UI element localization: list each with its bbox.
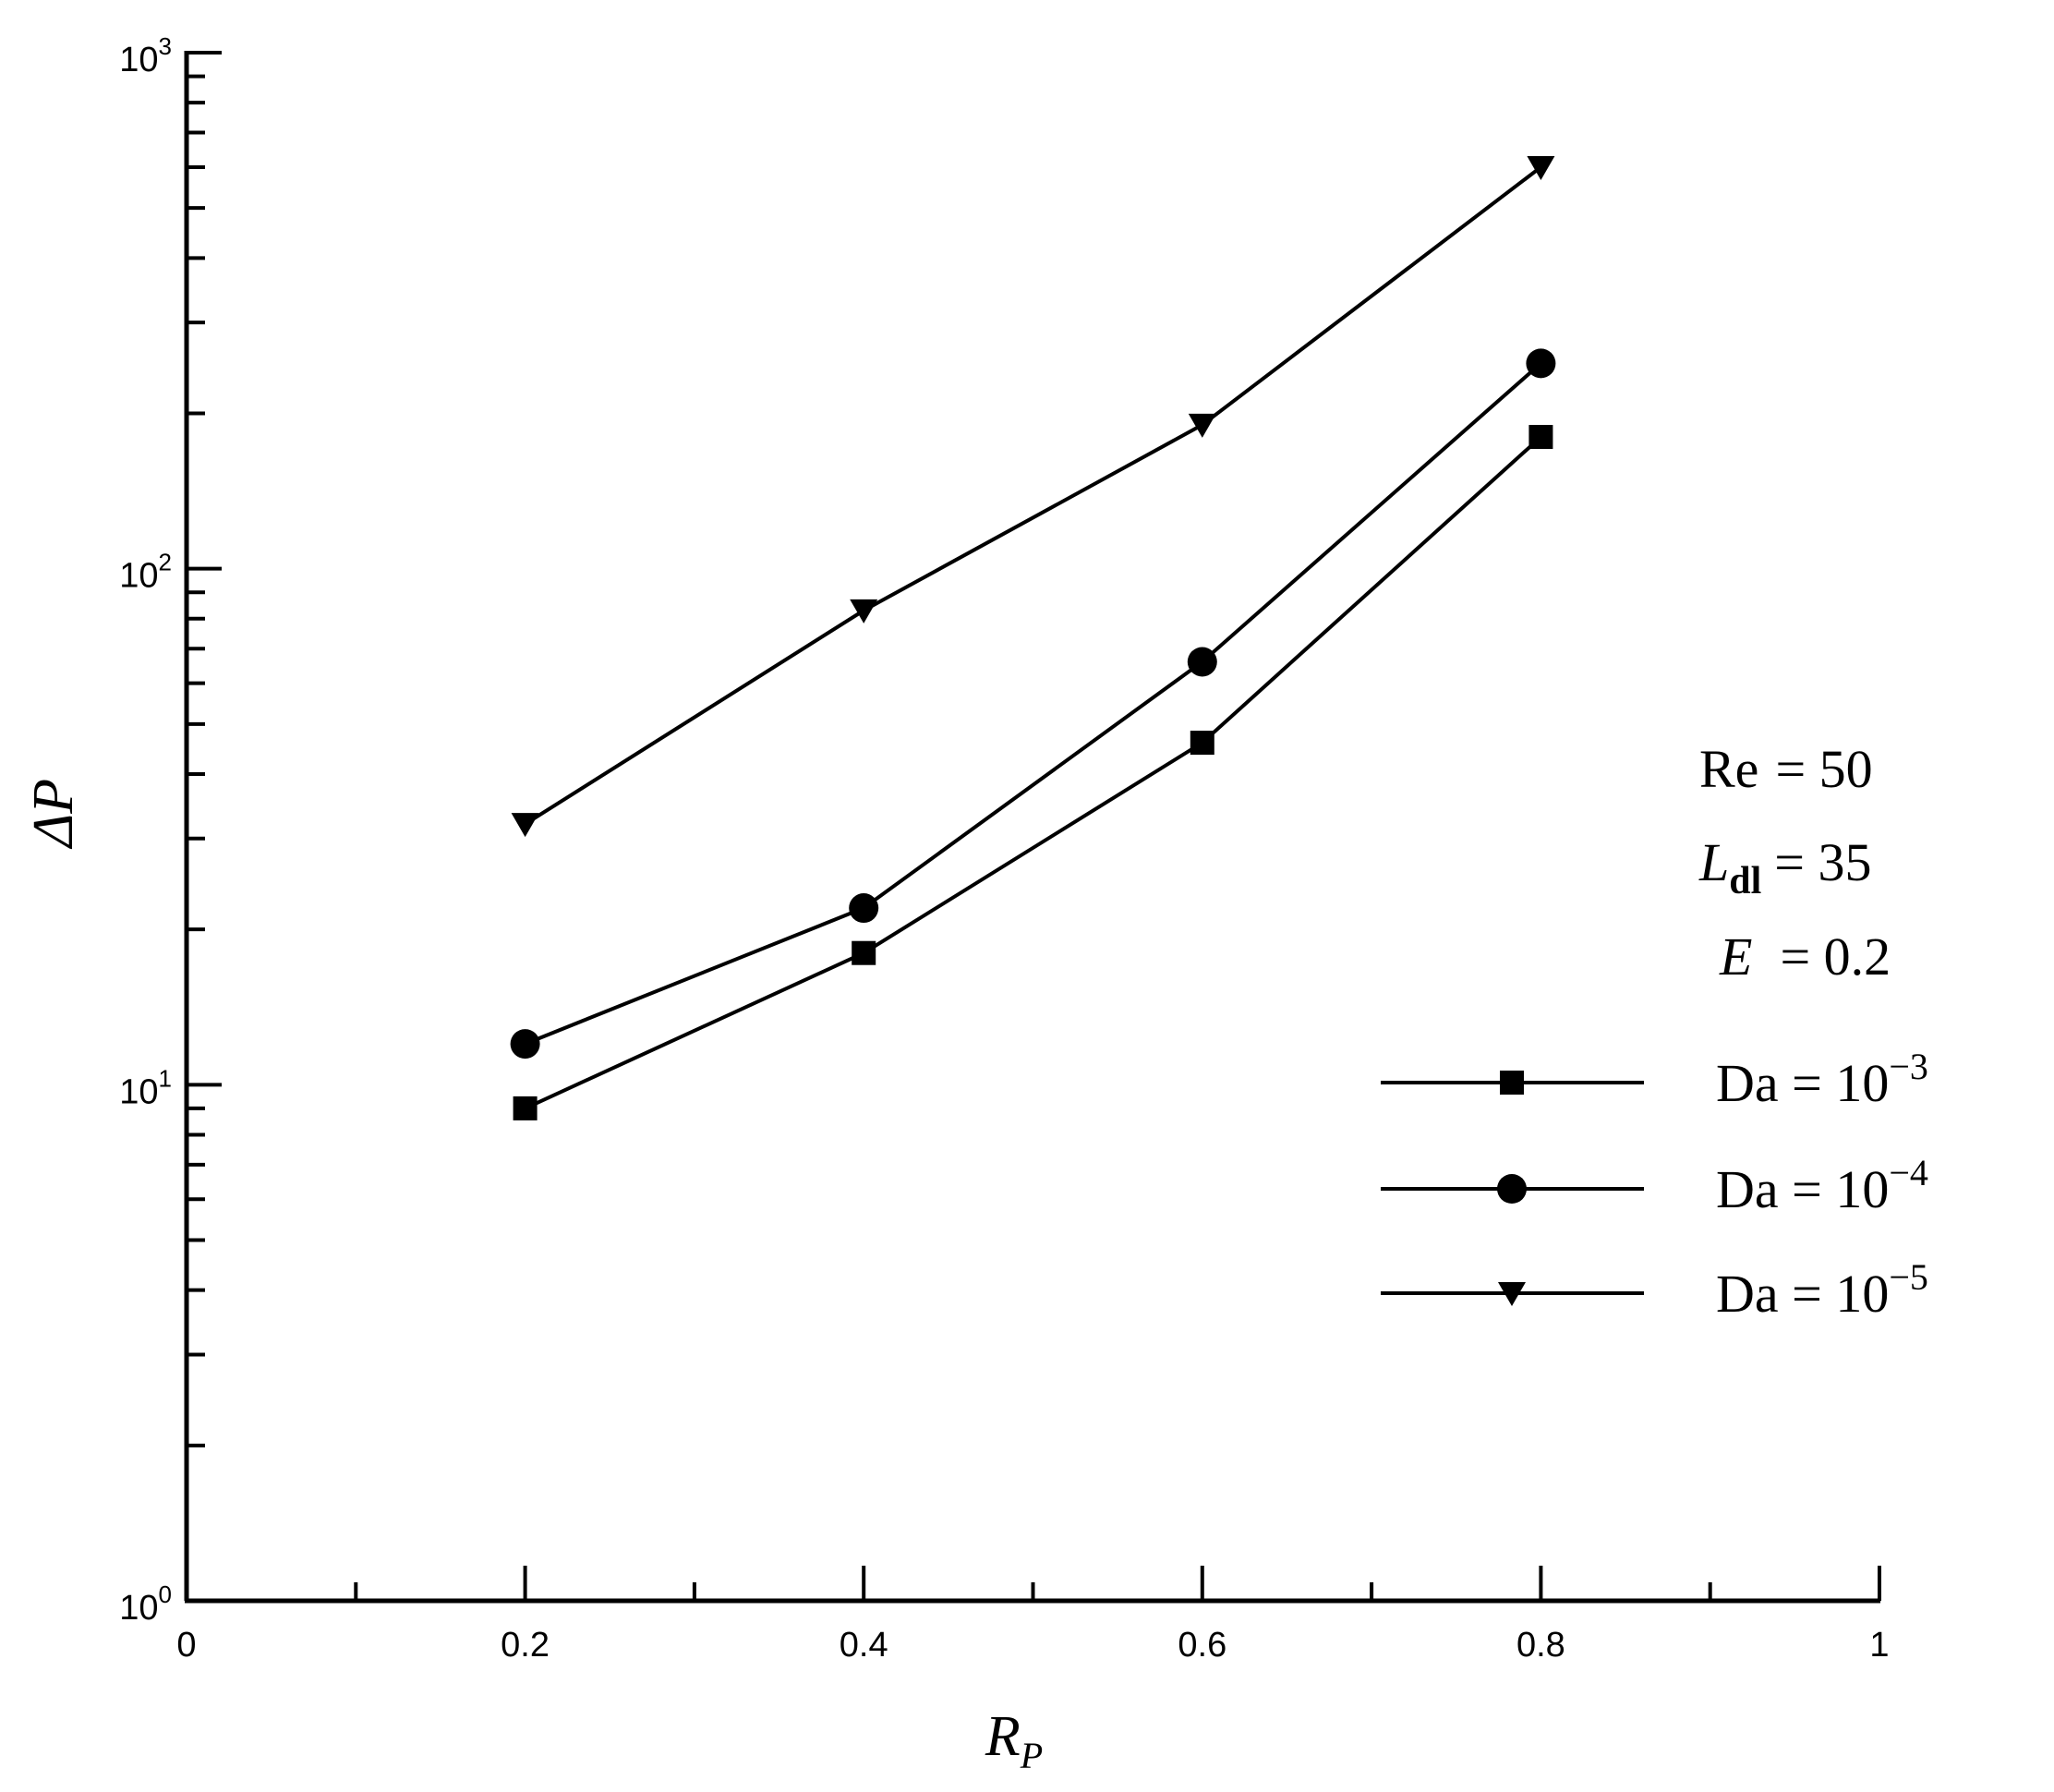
- x-tick-label: 0.4: [840, 1626, 888, 1665]
- data-point: [1188, 413, 1216, 438]
- data-point: [1527, 155, 1555, 180]
- x-tick-label: 1: [1869, 1626, 1889, 1665]
- y-tick-exponent: 3: [159, 32, 172, 60]
- legend-label-exponent: −4: [1889, 1152, 1928, 1193]
- data-point: [513, 1096, 538, 1120]
- annotation-e: E = 0.2: [1719, 926, 1891, 987]
- legend-label: Da = 10−5: [1716, 1256, 1928, 1324]
- series-line: [524, 361, 1542, 1046]
- y-tick-base: 10: [119, 41, 158, 79]
- legend-label: Da = 10−3: [1716, 1046, 1928, 1113]
- annotation-ldl: Ldl = 35: [1698, 832, 1872, 902]
- x-tick-label: 0.6: [1178, 1626, 1226, 1665]
- annotation-e-value: = 0.2: [1780, 926, 1891, 987]
- data-point: [1187, 647, 1217, 677]
- data-point: [1528, 425, 1553, 450]
- annotation-ldl-value: = 35: [1774, 832, 1871, 892]
- data-point: [1190, 731, 1214, 756]
- legend-label: Da = 10−4: [1716, 1152, 1928, 1219]
- legend-label-text: Da = 10: [1716, 1264, 1889, 1324]
- series-line: [524, 165, 1542, 826]
- y-tick-exponent: 0: [159, 1580, 172, 1608]
- y-axis-title: ΔP: [22, 779, 85, 850]
- legend: Da = 10−3Da = 10−4Da = 10−5: [1381, 1046, 1928, 1324]
- y-tick-exponent: 1: [159, 1064, 172, 1092]
- x-axis-title: RP: [985, 1705, 1043, 1776]
- annotation-ldl-sub: dl: [1729, 860, 1761, 902]
- legend-item: Da = 10−4: [1381, 1152, 1928, 1219]
- annotations: Re = 50 Ldl = 35 E = 0.2: [1698, 739, 1891, 987]
- legend-marker: [1498, 1282, 1526, 1306]
- series-layer: [510, 155, 1556, 1120]
- legend-marker: [1497, 1174, 1527, 1204]
- data-point: [852, 940, 876, 965]
- y-tick-base: 10: [119, 1589, 158, 1628]
- x-tick-label: 0.2: [501, 1626, 550, 1665]
- annotation-ldl-label: L: [1698, 832, 1729, 892]
- data-point: [1526, 348, 1556, 379]
- series-circle: [510, 348, 1556, 1059]
- y-tick-label: 101: [119, 1064, 172, 1111]
- axes: [184, 51, 1880, 1604]
- series-line: [524, 435, 1542, 1110]
- legend-label-text: Da = 10: [1716, 1159, 1889, 1219]
- legend-item: Da = 10−5: [1381, 1256, 1928, 1324]
- y-tick-exponent: 2: [159, 549, 172, 576]
- x-ticks: 0 0.2 0.4 0.6 0.8 1: [176, 1566, 1890, 1665]
- legend-marker: [1500, 1071, 1524, 1095]
- x-tick-label: 0: [176, 1626, 196, 1665]
- annotation-re-value: = 50: [1775, 739, 1872, 799]
- data-point: [849, 893, 879, 924]
- data-point: [850, 599, 878, 624]
- y-tick-label: 100: [119, 1580, 172, 1628]
- x-axis-title-sub: P: [1020, 1735, 1043, 1776]
- y-tick-base: 10: [119, 1072, 158, 1111]
- annotation-re: Re = 50: [1699, 739, 1873, 799]
- data-point: [511, 813, 539, 838]
- legend-label-exponent: −5: [1889, 1256, 1928, 1298]
- series-triangle-down: [511, 155, 1555, 838]
- annotation-e-label: E: [1719, 926, 1752, 987]
- y-tick-label: 103: [119, 32, 172, 79]
- x-tick-label: 0.8: [1516, 1626, 1565, 1665]
- legend-item: Da = 10−3: [1381, 1046, 1928, 1113]
- x-axis-title-main: R: [985, 1705, 1021, 1768]
- y-tick-label: 102: [119, 549, 172, 596]
- data-point: [510, 1029, 540, 1059]
- series-square: [513, 425, 1553, 1120]
- legend-label-text: Da = 10: [1716, 1053, 1889, 1113]
- legend-label-exponent: −3: [1889, 1046, 1928, 1087]
- y-tick-base: 10: [119, 557, 158, 596]
- annotation-re-label: Re: [1699, 739, 1758, 799]
